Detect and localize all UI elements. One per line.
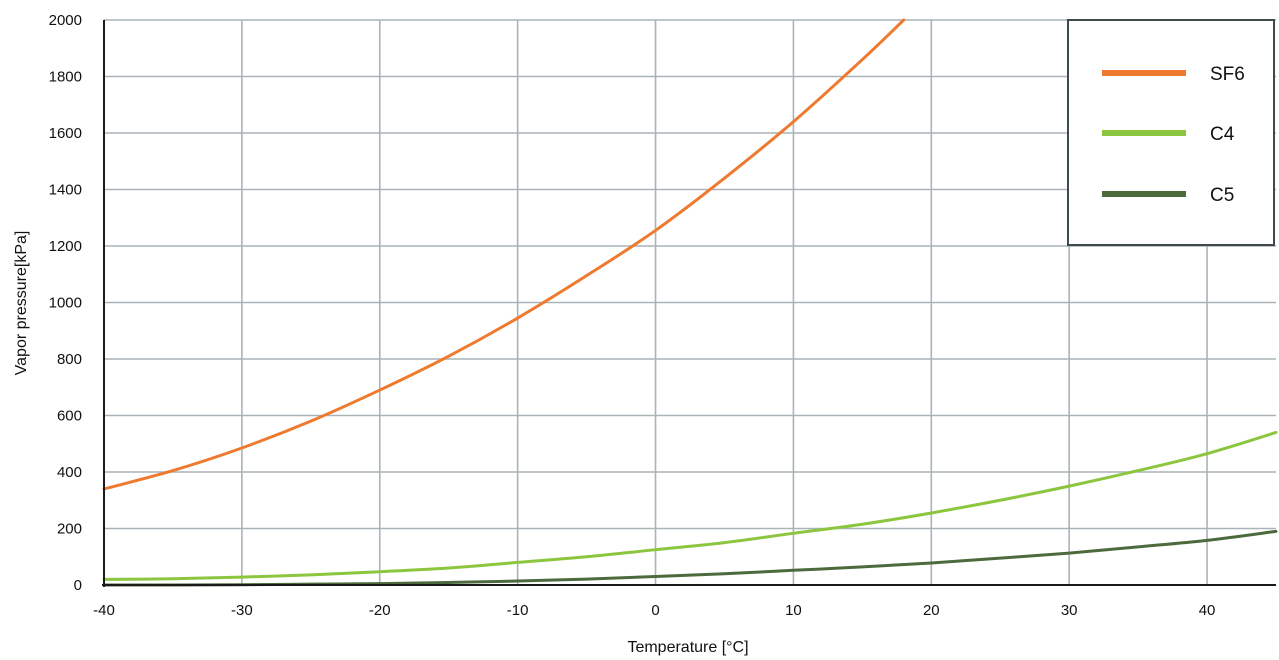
y-tick-label: 1200	[49, 238, 82, 255]
x-tick-label: -10	[507, 602, 529, 619]
legend-label-c5: C5	[1210, 185, 1234, 206]
y-tick-label: 2000	[49, 12, 82, 29]
y-tick-label: 600	[57, 408, 82, 425]
x-tick-label: 10	[785, 602, 802, 619]
x-tick-label: -30	[231, 602, 253, 619]
y-tick-label: 800	[57, 351, 82, 368]
y-tick-label: 1800	[49, 69, 82, 86]
y-tick-label: 1600	[49, 125, 82, 142]
legend-label-sf6: SF6	[1210, 64, 1245, 85]
legend-label-c4: C4	[1210, 124, 1235, 145]
x-tick-label: 20	[923, 602, 940, 619]
y-axis-title: Vapor pressure[kPa]	[13, 231, 30, 376]
axes	[102, 20, 1276, 587]
series-line-sf6	[102, 18, 906, 491]
x-tick-label: -40	[93, 602, 115, 619]
y-tick-label: 400	[57, 464, 82, 481]
y-tick-label: 1400	[49, 182, 82, 199]
x-tick-label: 30	[1061, 602, 1078, 619]
y-tick-label: 200	[57, 521, 82, 538]
x-tick-label: 40	[1199, 602, 1216, 619]
x-tick-labels: -40 -30 -20 -10 0 10 20 30 40	[93, 602, 1215, 619]
y-tick-label: 1000	[49, 295, 82, 312]
legend: SF6 C4 C5	[1067, 19, 1275, 246]
x-axis-title: Temperature [°C]	[627, 639, 748, 656]
y-tick-label: 0	[74, 577, 82, 594]
x-tick-label: 0	[651, 602, 659, 619]
y-tick-labels: 0 200 400 600 800 1000 1200 1400 1600 1800 2000	[49, 12, 82, 594]
series-line-c4	[102, 430, 1278, 581]
x-tick-label: -20	[369, 602, 391, 619]
